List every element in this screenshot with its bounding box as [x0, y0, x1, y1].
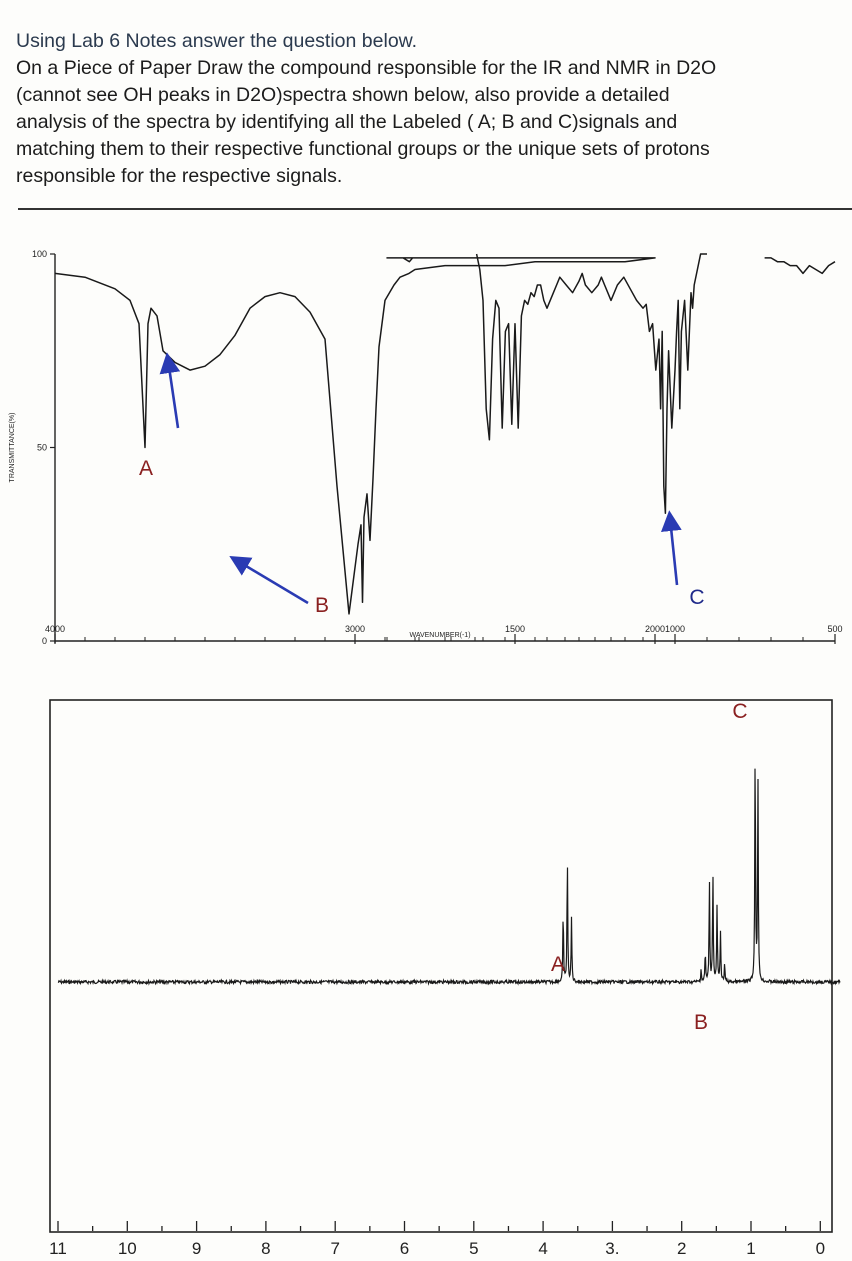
ir-x-tick-label: 500 [827, 624, 842, 634]
ir-x-tick-label: 1500 [505, 624, 525, 634]
nmr-x-tick-label: 7 [330, 1239, 339, 1258]
ir-trace-segment-3 [764, 257, 836, 275]
nmr-frame [49, 699, 833, 1233]
question-line-4: analysis of the spectra by identifying a… [16, 111, 678, 133]
nmr-spectrum-chart: ABC 11 10 9 8 7 6 5 4 3. 2 1 0 [49, 699, 841, 1258]
nmr-x-tick-label: 3. [605, 1239, 619, 1258]
nmr-x-tick-label: 5 [469, 1239, 478, 1258]
question-line-2: On a Piece of Paper Draw the compound re… [16, 57, 717, 79]
question-text: Using Lab 6 Notes answer the question be… [16, 28, 846, 190]
nmr-axis: 11 10 9 8 7 6 5 4 3. 2 1 0 [49, 1221, 825, 1258]
question-underline [18, 208, 852, 210]
nmr-peak-label-a: A [551, 953, 565, 976]
ir-annotation-label-b: B [315, 594, 329, 617]
question-line-5: matching them to their respective functi… [16, 138, 710, 160]
ir-y-tick-label: 50 [37, 443, 47, 453]
nmr-x-tick-label: 10 [118, 1239, 137, 1258]
question-line-3: (cannot see OH peaks in D2O)spectra show… [16, 84, 670, 106]
nmr-x-tick-label: 6 [400, 1239, 409, 1258]
nmr-trace: A B C [57, 700, 841, 1034]
nmr-peak-label-b: B [694, 1011, 708, 1034]
ir-annotations: A B C [139, 352, 705, 617]
nmr-x-tick-label: 4 [538, 1239, 547, 1258]
ir-annotation-label-c: C [689, 586, 704, 609]
ir-x-tick-label: 3000 [345, 624, 365, 634]
nmr-peak-label-c: C [732, 700, 747, 723]
nmr-x-tick-label: 8 [261, 1239, 270, 1258]
ir-trace-segment-2 [475, 253, 707, 515]
nmr-x-tick-label: 9 [192, 1239, 201, 1258]
ir-annotation-label-a: A [139, 457, 153, 480]
ir-annotation-arrow-a [159, 352, 181, 429]
question-line-1: Using Lab 6 Notes answer the question be… [16, 30, 418, 52]
ir-x-tick-label: 1000 [665, 624, 685, 634]
nmr-x-tick-label: 2 [677, 1239, 686, 1258]
ir-annotation-arrow-c [661, 510, 682, 586]
ir-y-tick-label: 0 [42, 636, 47, 646]
ir-x-axis-title: WAVENUMBER(-1) [409, 632, 470, 639]
ir-y-tick-label: 100 [32, 249, 47, 259]
nmr-plot-frame [49, 699, 833, 1233]
nmr-x-tick-label: 0 [816, 1239, 825, 1258]
nmr-x-tick-label: 11 [49, 1239, 67, 1258]
nmr-trace-line [57, 768, 841, 986]
ir-y-axis-title: TRANSMITTANCE(%) [9, 413, 16, 483]
nmr-x-tick-label: 1 [746, 1239, 755, 1258]
question-line-6: responsible for the respective signals. [16, 165, 343, 187]
ir-annotation-arrow-b [229, 556, 309, 605]
ir-x-tick-label: 2000 [645, 624, 665, 634]
ir-x-tick-label: 4000 [45, 624, 65, 634]
ir-trace [54, 253, 836, 615]
ir-trace-segment-1 [54, 257, 656, 615]
